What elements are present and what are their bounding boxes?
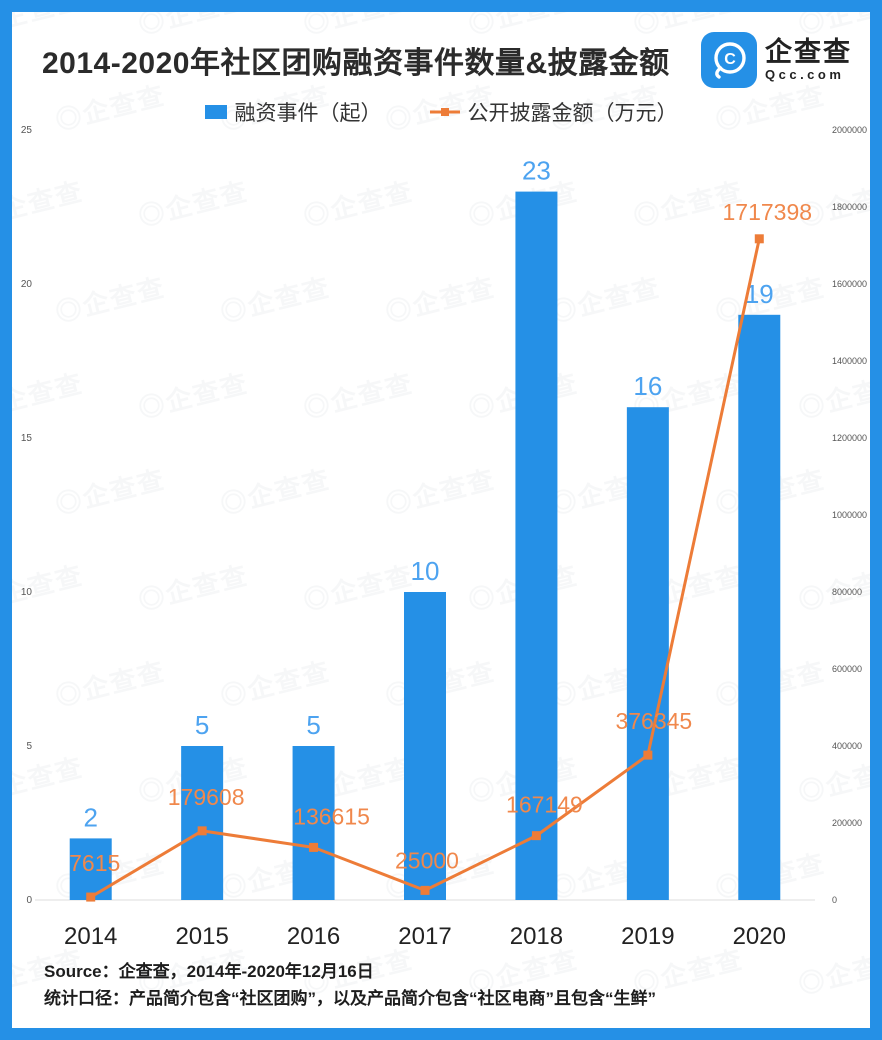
right-axis-tick: 1600000 <box>832 279 867 289</box>
qcc-logo: C 企查查 Qcc.com <box>701 32 852 88</box>
left-axis-tick: 10 <box>21 587 33 598</box>
footer: Source：企查查，2014年-2020年12月16日 统计口径：产品简介包含… <box>44 958 850 1012</box>
right-axis-tick: 600000 <box>832 664 862 674</box>
line-point-2018 <box>531 831 541 841</box>
chart-legend: 融资事件（起） 公开披露金额（万元） <box>12 98 870 126</box>
chart-card: ◎企查查 ◎企查查 ◎企查查 ◎企查查 ◎企查查 ◎企查查 ◎企查查 ◎企查查 ◎企查查 ◎企查查… <box>12 12 870 1028</box>
left-axis-tick: 20 <box>21 279 33 290</box>
legend-line-label: 公开披露金额（万元） <box>467 102 678 125</box>
line-label-2015: 179608 <box>168 784 245 810</box>
right-axis-tick: 1800000 <box>832 202 867 212</box>
right-axis-tick: 0 <box>832 895 837 905</box>
x-label-2016: 2016 <box>287 923 340 950</box>
line-label-2019: 376345 <box>615 708 692 734</box>
bar-label-2019: 16 <box>633 371 662 401</box>
line-swatch-icon <box>429 108 460 116</box>
line-label-2020: 1717398 <box>723 199 813 225</box>
qcc-domain: Qcc.com <box>765 67 845 83</box>
bar-label-2014: 2 <box>83 802 97 832</box>
left-axis-tick: 5 <box>26 741 32 752</box>
line-point-2015 <box>197 826 207 836</box>
bar-2018 <box>515 191 558 901</box>
bar-2017 <box>404 592 446 900</box>
bar-swatch-icon <box>204 105 227 119</box>
svg-text:C: C <box>724 51 736 68</box>
bar-2019 <box>626 407 669 900</box>
x-label-2014: 2014 <box>64 923 117 950</box>
bar-2015 <box>181 746 224 900</box>
legend-bar-label: 融资事件（起） <box>234 102 382 125</box>
bar-label-2016: 5 <box>306 710 320 740</box>
line-point-2016 <box>309 842 319 852</box>
right-axis-tick: 1400000 <box>832 356 867 366</box>
line-label-2018: 167149 <box>506 792 583 818</box>
x-label-2018: 2018 <box>510 923 563 950</box>
x-label-2015: 2015 <box>175 923 228 950</box>
line-point-2014 <box>86 892 96 902</box>
line-point-2019 <box>643 750 653 760</box>
source-note: Source：企查查，2014年-2020年12月16日 <box>44 962 374 981</box>
right-axis-tick: 400000 <box>832 741 862 751</box>
x-label-2020: 2020 <box>733 923 786 950</box>
line-point-2017 <box>420 885 430 895</box>
line-label-2017: 25000 <box>395 847 459 873</box>
bar-label-2017: 10 <box>411 556 440 586</box>
x-label-2019: 2019 <box>621 923 674 950</box>
bar-label-2015: 5 <box>195 710 209 740</box>
legend-item-bar: 融资事件（起） <box>204 97 382 127</box>
left-axis-tick: 0 <box>26 895 32 906</box>
qcc-logo-text: 企查查 Qcc.com <box>765 38 852 82</box>
left-axis-tick: 25 <box>21 125 33 136</box>
right-axis-tick: 1200000 <box>832 433 867 443</box>
header: 2014-2020年社区团购融资事件数量&披露金额 C 企查查 Qcc.com <box>42 24 852 96</box>
chart-title: 2014-2020年社区团购融资事件数量&披露金额 <box>42 47 670 80</box>
bar-label-2018: 23 <box>522 156 551 186</box>
left-axis-tick: 15 <box>21 433 33 444</box>
qcc-logo-icon: C <box>701 32 757 88</box>
right-axis-tick: 800000 <box>832 587 862 597</box>
legend-item-line: 公开披露金额（万元） <box>429 97 678 127</box>
bar-2020 <box>738 314 781 900</box>
right-axis-tick: 2000000 <box>832 125 867 135</box>
line-point-2020 <box>754 234 764 244</box>
right-axis-tick: 1000000 <box>832 510 867 520</box>
x-label-2017: 2017 <box>398 923 451 950</box>
line-label-2016: 136615 <box>293 803 370 829</box>
bar-2016 <box>292 746 335 900</box>
line-label-2014: 7615 <box>69 850 120 876</box>
right-axis-tick: 200000 <box>832 818 862 828</box>
combo-chart: 0510152025020000040000060000080000010000… <box>21 125 867 950</box>
qcc-brand: 企查查 <box>765 37 852 67</box>
caliber-note: 统计口径：产品简介包含“社区团购”，以及产品简介包含“社区电商”且包含“生鲜” <box>44 989 656 1008</box>
